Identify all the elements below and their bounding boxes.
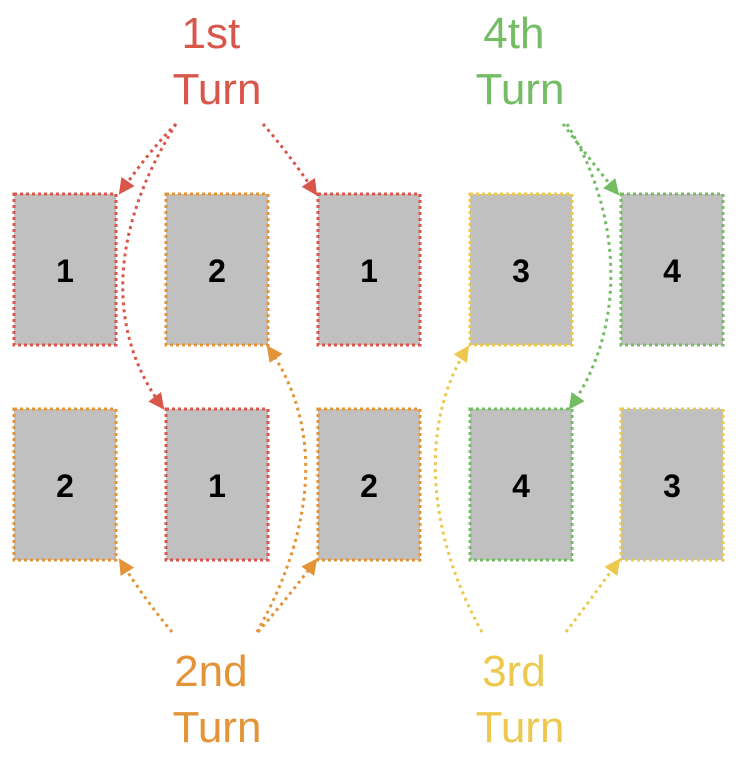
card: 1 — [12, 192, 118, 347]
turn-label-line1: 3rd — [482, 647, 546, 696]
card-face — [164, 407, 270, 562]
card: 2 — [12, 407, 118, 562]
arrow-turn2-to-r1c2 — [255, 345, 308, 633]
card-number: 3 — [663, 468, 681, 504]
arrows — [118, 122, 621, 633]
card-face — [12, 407, 118, 562]
turn-label-1st: 1st Turn — [173, 9, 262, 114]
card-face — [619, 192, 725, 347]
card-face — [316, 407, 422, 562]
turn-label-3rd: 3rd Turn — [476, 647, 565, 752]
turn-label-line2: Turn — [173, 65, 262, 114]
card-number: 1 — [360, 253, 378, 289]
card: 2 — [164, 192, 270, 347]
arrow-turn1-to-r1c1 — [118, 122, 178, 195]
card-face — [164, 192, 270, 347]
card-number: 4 — [512, 468, 530, 504]
turn-label-line1: 1st — [182, 9, 241, 58]
card-face — [468, 192, 574, 347]
arrow-turn2-to-r2c1 — [118, 558, 174, 633]
card-number: 2 — [360, 468, 378, 504]
card: 1 — [316, 192, 422, 347]
card-number: 3 — [512, 253, 530, 289]
card: 2 — [316, 407, 422, 562]
arrow-turn4-to-r2c4 — [565, 123, 613, 410]
card: 3 — [468, 192, 574, 347]
card: 4 — [619, 192, 725, 347]
turn-label-line2: Turn — [173, 703, 262, 752]
card-number: 1 — [208, 468, 226, 504]
arrow-turn4-to-r1c5 — [561, 123, 620, 196]
turn-label-line2: Turn — [476, 65, 565, 114]
cards: 1 2 1 3 4 2 1 2 — [12, 192, 725, 562]
turn-label-2nd: 2nd Turn — [173, 647, 262, 752]
card: 4 — [468, 407, 574, 562]
card: 3 — [619, 407, 725, 562]
arrow-turn3-to-r1c4 — [433, 345, 484, 633]
card-number: 4 — [663, 253, 681, 289]
card-face — [619, 407, 725, 562]
turn-label-line1: 2nd — [174, 647, 247, 696]
card-number: 1 — [56, 253, 74, 289]
turn-label-4th: 4th Turn — [476, 9, 565, 114]
card-face — [12, 192, 118, 347]
arrow-turn1-to-r2c2 — [121, 123, 178, 410]
card-number: 2 — [56, 468, 74, 504]
card-number: 2 — [208, 253, 226, 289]
card: 1 — [164, 407, 270, 562]
turn-labels: 1st Turn 4th Turn 2nd Turn 3rd Turn — [173, 9, 565, 752]
arrow-turn3-to-r2c5 — [564, 558, 621, 633]
card-face — [468, 407, 574, 562]
card-face — [316, 192, 422, 347]
turn-label-line1: 4th — [483, 9, 544, 58]
arrow-turn1-to-r1c3 — [261, 123, 318, 196]
turn-label-line2: Turn — [476, 703, 565, 752]
arrow-turn2-to-r2c3 — [256, 558, 318, 633]
